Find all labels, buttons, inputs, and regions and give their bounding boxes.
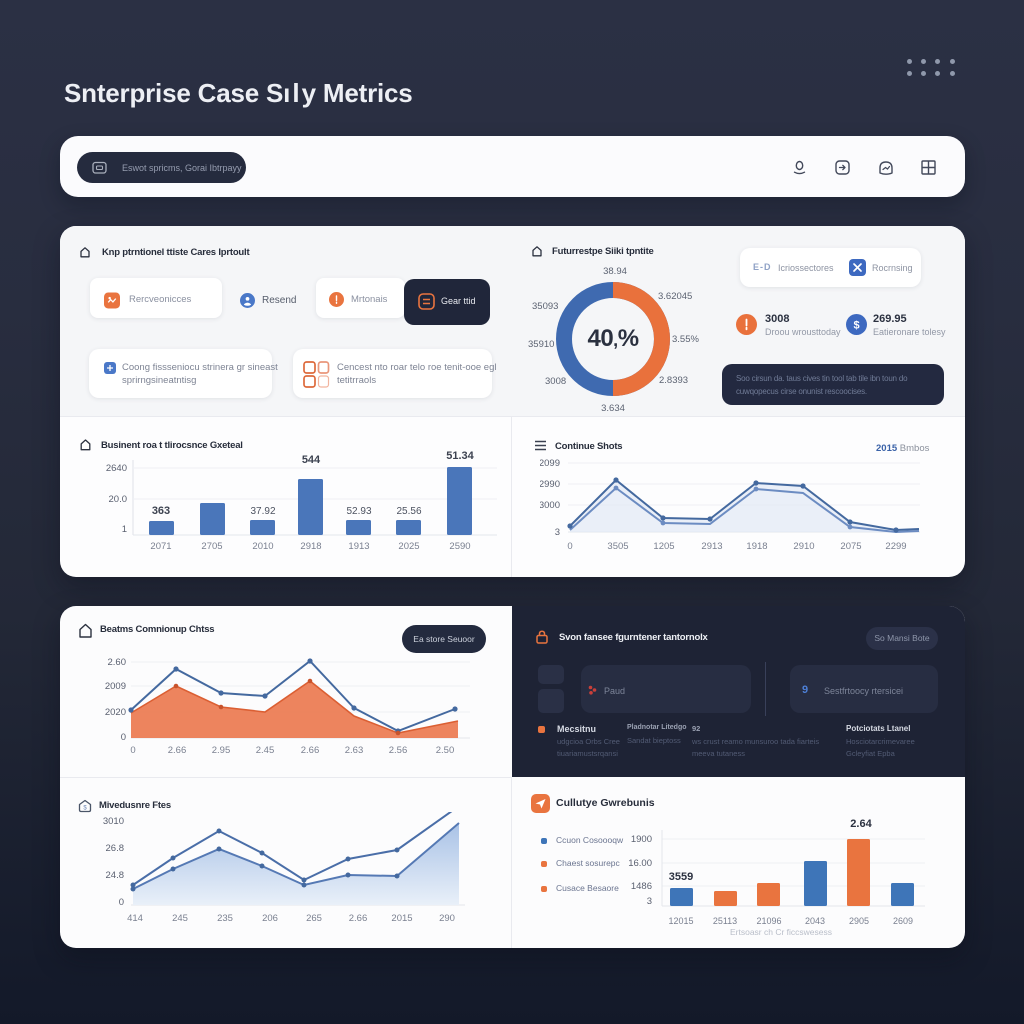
svg-text:Ertsoasr ch Cr ficcswesess: Ertsoasr ch Cr ficcswesess (730, 927, 832, 937)
svg-text:0: 0 (567, 541, 572, 552)
svg-text:2071: 2071 (150, 541, 171, 552)
svg-text:2.66: 2.66 (349, 913, 368, 924)
svg-text:24.8: 24.8 (106, 870, 125, 881)
svg-text:51.34: 51.34 (446, 450, 474, 462)
svg-text:2075: 2075 (840, 541, 861, 552)
svg-text:2299: 2299 (885, 541, 906, 552)
svg-text:16.00: 16.00 (628, 858, 652, 869)
svg-text:0: 0 (121, 732, 126, 743)
svg-text:2.66: 2.66 (301, 745, 320, 756)
svg-text:2705: 2705 (201, 541, 222, 552)
svg-text:265: 265 (306, 913, 322, 924)
svg-text:37.92: 37.92 (250, 506, 275, 517)
svg-text:2043: 2043 (805, 916, 825, 926)
svg-text:2025: 2025 (398, 541, 419, 552)
svg-text:12015: 12015 (668, 916, 693, 926)
svg-text:25113: 25113 (713, 916, 737, 926)
svg-text:2590: 2590 (449, 541, 470, 552)
svg-text:1900: 1900 (631, 834, 652, 845)
svg-text:21096: 21096 (756, 916, 781, 926)
svg-text:1913: 1913 (348, 541, 369, 552)
svg-text:206: 206 (262, 913, 278, 924)
svg-text:2009: 2009 (105, 681, 126, 692)
svg-text:1205: 1205 (653, 541, 674, 552)
svg-text:0: 0 (130, 745, 135, 756)
svg-text:290: 290 (439, 913, 455, 924)
svg-text:2.60: 2.60 (108, 657, 127, 668)
svg-text:2099: 2099 (540, 458, 560, 469)
svg-text:3: 3 (647, 896, 652, 907)
svg-text:2.66: 2.66 (168, 745, 187, 756)
svg-text:1486: 1486 (631, 881, 652, 892)
svg-text:544: 544 (302, 454, 321, 466)
svg-text:414: 414 (127, 913, 143, 924)
svg-text:2.45: 2.45 (256, 745, 275, 756)
svg-text:363: 363 (152, 505, 170, 517)
svg-text:3505: 3505 (607, 541, 628, 552)
svg-text:20.0: 20.0 (109, 494, 128, 505)
svg-text:2.95: 2.95 (212, 745, 231, 756)
svg-text:2905: 2905 (849, 916, 869, 926)
svg-text:245: 245 (172, 913, 188, 924)
svg-text:2.64: 2.64 (850, 818, 872, 830)
svg-text:52.93: 52.93 (346, 506, 371, 517)
svg-text:3: 3 (555, 527, 560, 538)
svg-text:25.56: 25.56 (396, 506, 421, 517)
svg-text:3010: 3010 (103, 816, 124, 827)
svg-text:2910: 2910 (793, 541, 814, 552)
svg-text:2.63: 2.63 (345, 745, 364, 756)
svg-text:0: 0 (119, 897, 124, 908)
svg-text:2015: 2015 (391, 913, 412, 924)
svg-text:2020: 2020 (105, 707, 126, 718)
svg-text:2.50: 2.50 (436, 745, 455, 756)
svg-text:2918: 2918 (300, 541, 321, 552)
svg-text:2010: 2010 (252, 541, 273, 552)
svg-text:2609: 2609 (893, 916, 913, 926)
svg-text:3559: 3559 (669, 871, 693, 883)
svg-text:1: 1 (122, 524, 127, 535)
svg-text:235: 235 (217, 913, 233, 924)
svg-text:3000: 3000 (540, 500, 560, 511)
svg-text:$: $ (83, 806, 87, 812)
svg-text:$: $ (853, 320, 859, 332)
svg-text:2990: 2990 (540, 479, 560, 490)
svg-text:26.8: 26.8 (106, 843, 125, 854)
svg-text:1918: 1918 (746, 541, 767, 552)
svg-text:2913: 2913 (701, 541, 722, 552)
svg-text:2640: 2640 (106, 463, 127, 474)
svg-text:2.56: 2.56 (389, 745, 408, 756)
